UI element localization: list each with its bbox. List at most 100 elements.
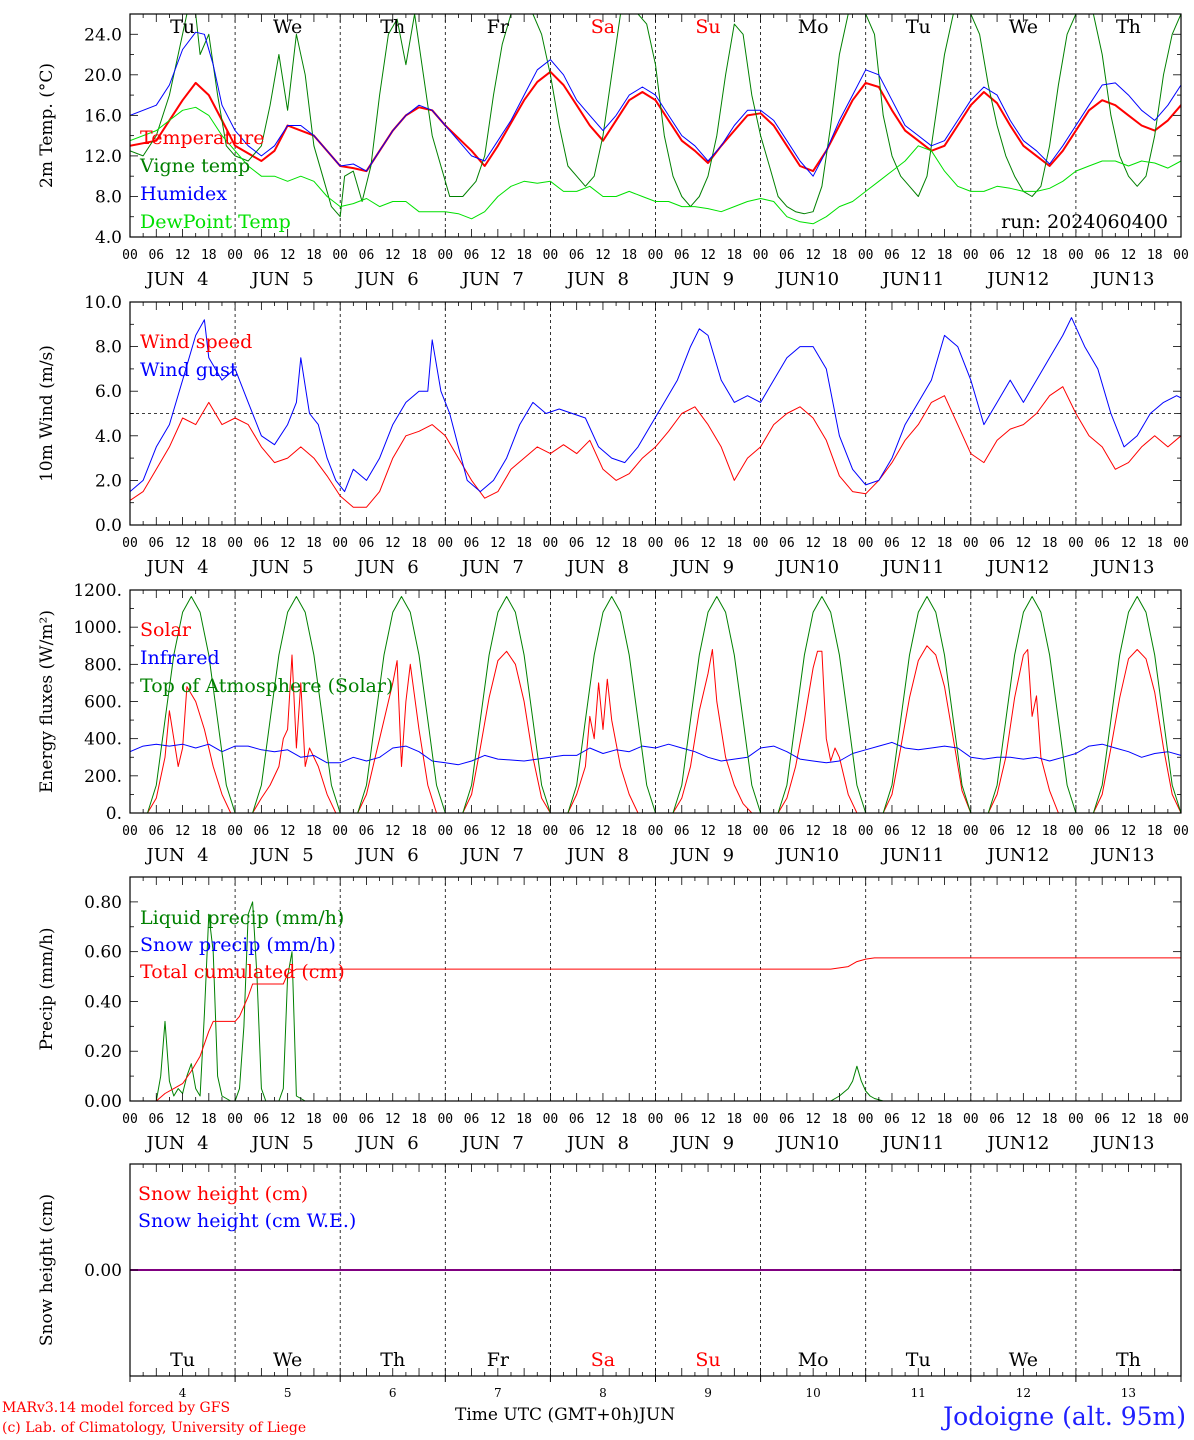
hour-tick-label: 12 xyxy=(805,536,821,551)
y-tick-label: 0.00 xyxy=(84,1092,122,1112)
hour-tick-label: 06 xyxy=(464,536,480,551)
day-label-month: JUN xyxy=(355,557,395,578)
station-name: Jodoigne (alt. 95m) xyxy=(943,1402,1186,1431)
day-label-month: JUN xyxy=(880,1133,920,1154)
hour-tick-label: 00 xyxy=(1173,1112,1189,1127)
day-label-month: JUN xyxy=(565,269,605,290)
y-tick-label: 10.0 xyxy=(84,293,122,313)
day-label-date: 6 xyxy=(407,845,418,866)
hour-tick-label: 06 xyxy=(569,536,585,551)
hour-tick-label: 06 xyxy=(254,1112,270,1127)
hour-tick-label: 12 xyxy=(280,1112,296,1127)
hour-tick-label: 06 xyxy=(1094,1112,1110,1127)
hour-tick-label: 00 xyxy=(1173,248,1189,263)
hour-tick-label: 00 xyxy=(963,536,979,551)
day-label-date: 4 xyxy=(197,1133,208,1154)
series-line-infrared xyxy=(130,741,1181,766)
series-line-dewpoint-temp xyxy=(130,106,1181,225)
hour-tick-label: 00 xyxy=(1068,536,1084,551)
time-axis-label: Time UTC (GMT+0h) xyxy=(455,1405,640,1425)
weekday-label-top: Tu xyxy=(906,16,931,38)
hour-tick-label: 00 xyxy=(332,1112,348,1127)
hour-tick-label: 00 xyxy=(122,1112,138,1127)
hour-tick-label: 00 xyxy=(858,248,874,263)
legend-entry: Total cumulated (cm) xyxy=(140,961,345,983)
series-group xyxy=(130,317,1181,508)
time-axis-title: Time UTC (GMT+0h)JUN xyxy=(455,1405,675,1425)
weekday-label-bottom: Tu xyxy=(170,1349,195,1371)
hour-tick-label: 18 xyxy=(201,248,217,263)
hour-tick-label: 00 xyxy=(332,248,348,263)
hour-tick-label: 06 xyxy=(254,536,270,551)
day-label-date: 5 xyxy=(302,557,313,578)
hour-tick-label: 18 xyxy=(201,1112,217,1127)
day-label-month: JUN xyxy=(250,1133,290,1154)
day-label-month: JUN xyxy=(1090,845,1130,866)
day-label-month: JUN xyxy=(775,269,815,290)
hour-tick-label: 06 xyxy=(674,248,690,263)
hour-tick-label: 18 xyxy=(411,1112,427,1127)
day-label-month: JUN xyxy=(145,1133,185,1154)
legend-entry: Liquid precip (mm/h) xyxy=(140,907,344,929)
weekday-label-bottom: We xyxy=(273,1349,302,1371)
day-label-date: 9 xyxy=(723,269,734,290)
hour-tick-label: 12 xyxy=(175,536,191,551)
day-label-month: JUN xyxy=(775,1133,815,1154)
hour-tick-label: 12 xyxy=(175,248,191,263)
hour-tick-label: 06 xyxy=(569,248,585,263)
day-label-month: JUN xyxy=(985,1133,1025,1154)
hour-tick-label: 00 xyxy=(963,1112,979,1127)
series-line-solar xyxy=(130,645,1181,813)
hour-tick-label: 18 xyxy=(937,1112,953,1127)
day-label-month: JUN xyxy=(775,557,815,578)
hour-tick-label: 06 xyxy=(359,824,375,839)
series-line-wind-gust xyxy=(130,317,1181,493)
hour-tick-label: 12 xyxy=(175,824,191,839)
hour-tick-label: 18 xyxy=(516,248,532,263)
hour-tick-label: 18 xyxy=(726,536,742,551)
hour-tick-label: 00 xyxy=(963,248,979,263)
panel-precip: 0.00 0.20 0.40 0.60 0.80 Precip (mm/h) 00 06 12 1… xyxy=(37,876,1189,1154)
day-label-month: JUN xyxy=(460,557,500,578)
day-label-month: JUN xyxy=(1090,557,1130,578)
hour-tick-label: 12 xyxy=(595,536,611,551)
hour-tick-label: 06 xyxy=(989,1112,1005,1127)
hour-tick-label: 18 xyxy=(516,824,532,839)
legend-entry: Top of Atmosphere (Solar) xyxy=(140,675,393,697)
hour-tick-label: 06 xyxy=(884,1112,900,1127)
hour-tick-label: 00 xyxy=(648,1112,664,1127)
hour-tick-label: 12 xyxy=(280,824,296,839)
weekday-label-top: Su xyxy=(695,16,720,38)
y-axis-label: 10m Wind (m/s) xyxy=(37,345,57,482)
day-number-label: 13 xyxy=(1121,1386,1136,1400)
hour-tick-label: 18 xyxy=(1147,1112,1163,1127)
hour-tick-label: 18 xyxy=(726,1112,742,1127)
hour-tick-label: 06 xyxy=(674,1112,690,1127)
hour-tick-label: 18 xyxy=(1042,248,1058,263)
hour-tick-label: 18 xyxy=(621,536,637,551)
day-label-month: JUN xyxy=(880,845,920,866)
hour-tick-label: 18 xyxy=(411,824,427,839)
day-label-date: 9 xyxy=(723,845,734,866)
day-label-month: JUN xyxy=(670,557,710,578)
day-label-date: 5 xyxy=(302,845,313,866)
day-label-month: JUN xyxy=(565,1133,605,1154)
hour-tick-label: 06 xyxy=(989,248,1005,263)
hour-tick-label: 12 xyxy=(805,1112,821,1127)
y-tick-label: 800. xyxy=(84,655,122,675)
y-tick-label: 24.0 xyxy=(84,25,122,45)
legend-entry: Snow precip (mm/h) xyxy=(140,934,336,956)
hour-tick-label: 00 xyxy=(122,248,138,263)
hour-tick-label: 06 xyxy=(148,1112,164,1127)
day-label-date: 10 xyxy=(816,845,839,866)
day-label-month: JUN xyxy=(775,845,815,866)
day-label-month: JUN xyxy=(670,1133,710,1154)
hour-tick-label: 18 xyxy=(621,824,637,839)
hour-tick-label: 06 xyxy=(148,248,164,263)
hour-tick-label: 12 xyxy=(280,536,296,551)
y-tick-label: 0.00 xyxy=(84,1261,122,1281)
day-label-date: 4 xyxy=(197,845,208,866)
series-line-wind-speed xyxy=(130,386,1181,508)
hour-tick-label: 12 xyxy=(700,536,716,551)
hour-tick-label: 18 xyxy=(411,536,427,551)
